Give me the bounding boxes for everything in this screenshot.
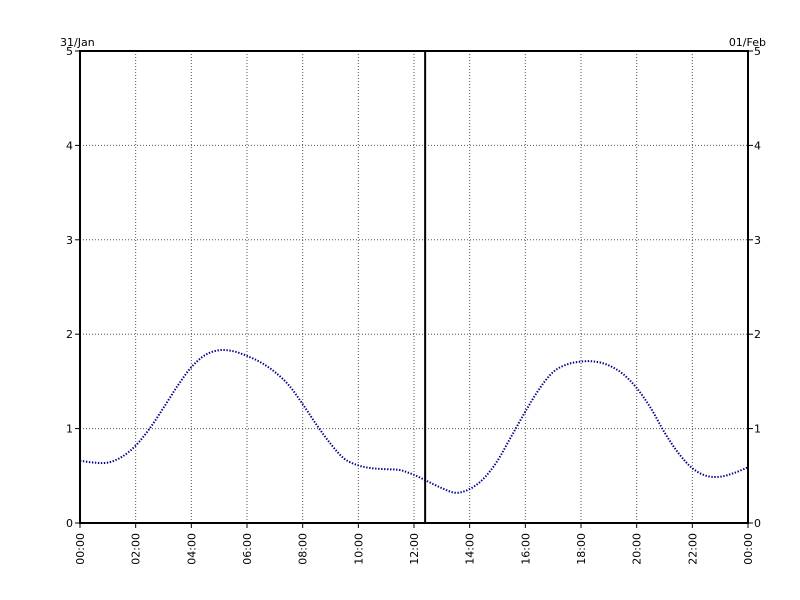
y-tick-label-left: 0 [66,517,73,530]
grid-lines [80,51,748,523]
y-tick-label-right: 3 [754,234,761,247]
x-tick-label: 22:00 [686,533,699,565]
y-tick-label-right: 2 [754,328,761,341]
y-tick-label-left: 2 [66,328,73,341]
tick-labels: 00:00 02:00 04:00 06:00 08:00 10:00 12:00 14:00… [66,45,761,565]
date-label-right: 01/Feb [729,36,766,49]
y-tick-label-right: 5 [754,45,761,58]
x-tick-label: 14:00 [464,533,477,565]
plot-frame [79,50,749,524]
y-tick-label-left: 5 [66,45,73,58]
x-tick-label: 02:00 [130,533,143,565]
x-tick-label: 04:00 [185,533,198,565]
x-tick-label: 20:00 [631,533,644,565]
x-tick-label: 00:00 [74,533,87,565]
y-tick-label-left: 1 [66,423,73,436]
x-tick-label: 06:00 [241,533,254,565]
series-layer [79,348,749,494]
x-tick-label: 10:00 [352,533,365,565]
date-label-left: 31/Jan [60,36,95,49]
x-tick-label: 16:00 [519,533,532,565]
x-tick-label: 08:00 [297,533,310,565]
tide-series-line [79,348,749,494]
x-tick-label: 18:00 [575,533,588,565]
y-tick-label-right: 0 [754,517,761,530]
y-tick-label-right: 4 [754,139,761,152]
x-tick-label: 00:00 [742,533,755,565]
y-tick-label-left: 4 [66,139,73,152]
y-tick-label-right: 1 [754,423,761,436]
x-tick-label: 12:00 [408,533,421,565]
y-tick-label-left: 3 [66,234,73,247]
tick-marks [75,50,753,528]
